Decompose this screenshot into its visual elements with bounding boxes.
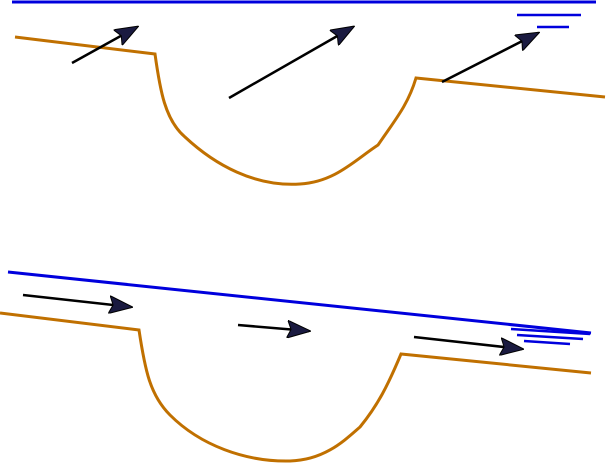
channel-bed: [14, 35, 606, 186]
flow-arrows: [71, 27, 538, 100]
water-surface-line: [7, 270, 592, 335]
flow-arrow: [413, 335, 522, 349]
flow-arrow: [22, 293, 131, 307]
water-level-symbol: [510, 327, 591, 346]
upper-panel: [12, 0, 606, 186]
water-level-symbol: [517, 13, 581, 29]
channel-bed: [0, 311, 592, 463]
flow-arrow: [237, 325, 309, 331]
lower-panel: [0, 270, 592, 463]
flow-arrows: [22, 293, 522, 349]
flow-arrow: [71, 27, 137, 65]
flow-arrow: [228, 27, 353, 100]
flow-arrow: [441, 33, 538, 84]
